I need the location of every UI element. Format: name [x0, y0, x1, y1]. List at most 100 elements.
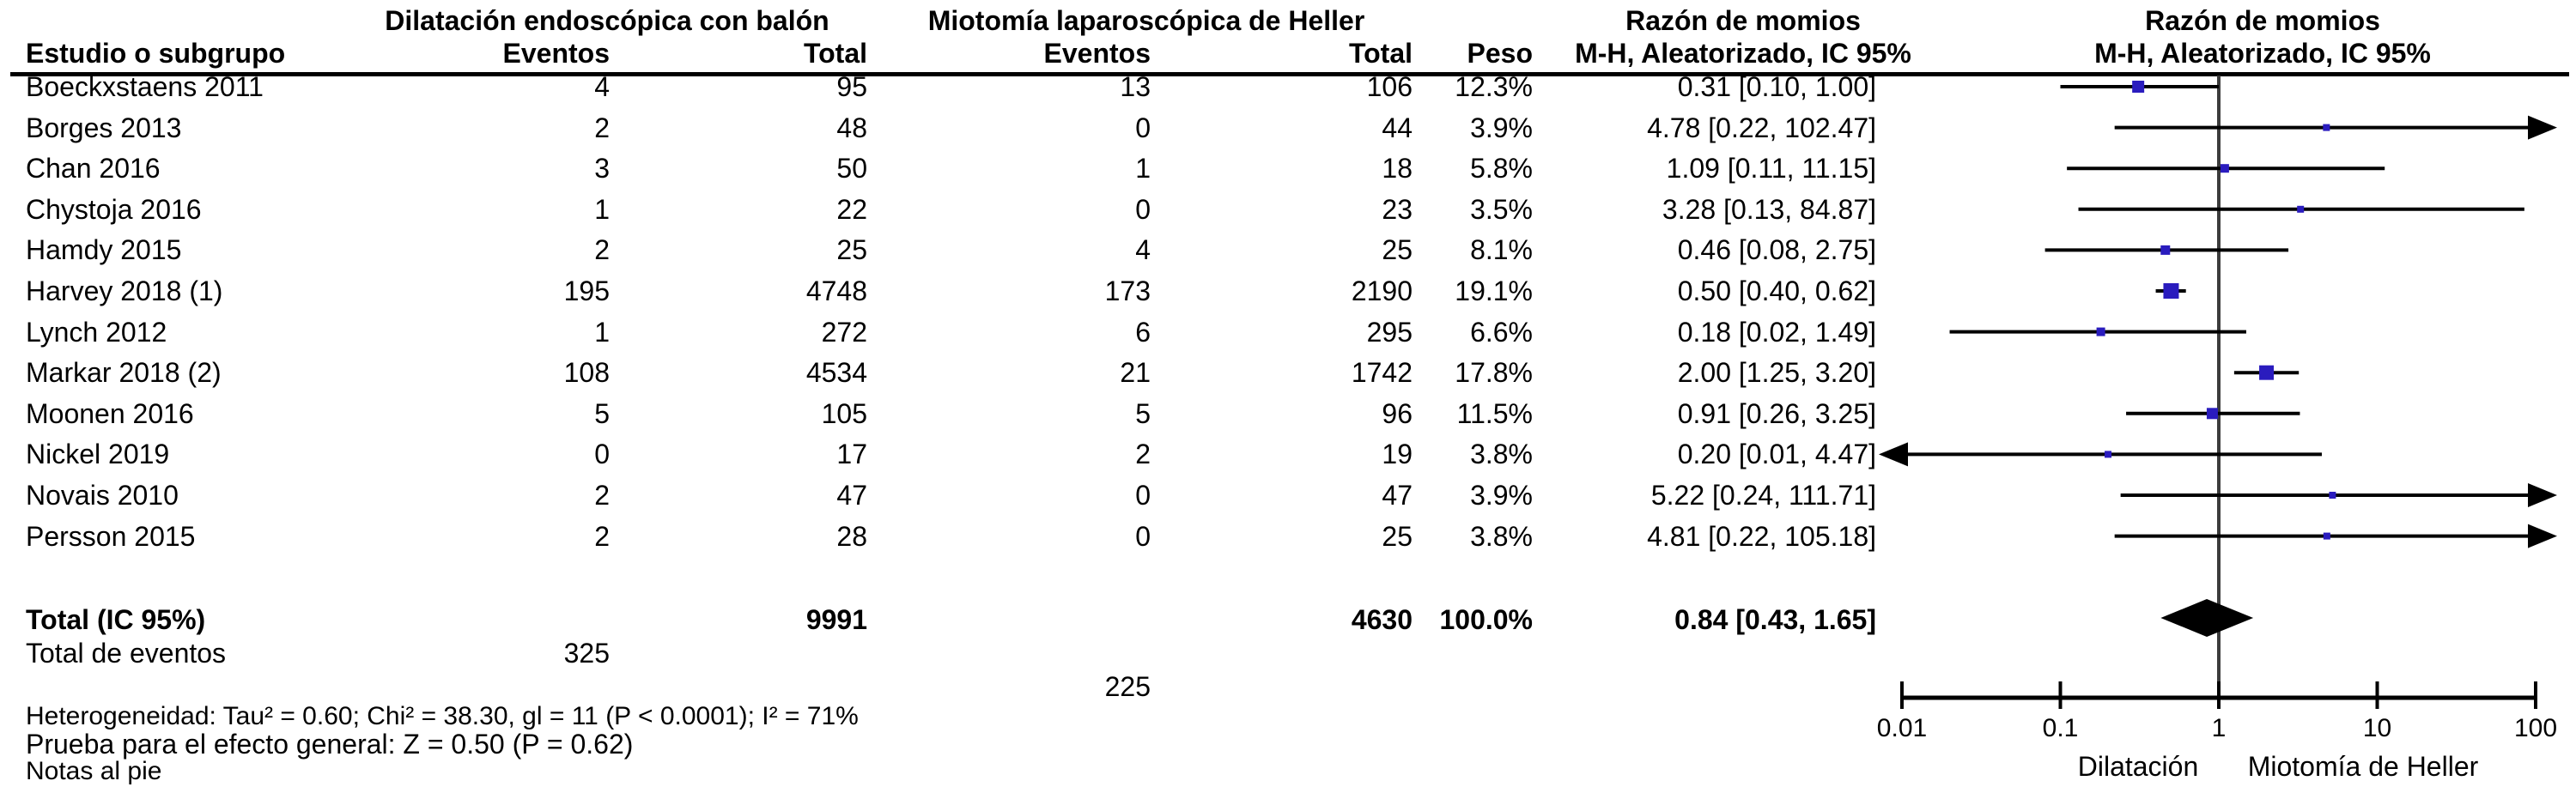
total2-cell: 23 — [1382, 193, 1413, 225]
or-cell: 0.46 [0.08, 2.75] — [1677, 234, 1876, 266]
total-heller-n: 4630 — [1351, 604, 1413, 635]
study-row: Harvey 2018 (1) 195 4748 173 2190 19.1% 0.50 [… — [0, 270, 2576, 312]
or-cell: 2.00 [1.25, 3.20] — [1677, 357, 1876, 389]
total-events-balloon: 325 — [563, 638, 610, 669]
events1-cell: 1 — [594, 316, 610, 348]
events2-cell: 173 — [1104, 275, 1151, 306]
balloon-total-column-header: Total — [803, 38, 867, 69]
events2-cell: 5 — [1135, 397, 1151, 429]
total1-cell: 17 — [836, 439, 867, 470]
total1-cell: 47 — [836, 480, 867, 511]
x-axis-tick-label: 0.01 — [1877, 714, 1927, 742]
events1-cell: 2 — [594, 520, 610, 552]
effect-square — [2259, 365, 2275, 380]
name-cell: Moonen 2016 — [26, 397, 194, 429]
weight-cell: 12.3% — [1455, 71, 1533, 102]
weight-cell: 3.8% — [1470, 439, 1533, 470]
name-cell: Novais 2010 — [26, 480, 179, 511]
total2-cell: 25 — [1382, 520, 1413, 552]
study-row: Boeckxstaens 2011 4 95 13 106 12.3% 0.31 [0.10… — [0, 66, 2576, 107]
or-text-column-header-line1: Razón de momios — [1625, 5, 1861, 36]
weight-cell: 6.6% — [1470, 316, 1533, 348]
study-row: Borges 2013 2 48 0 44 3.9% 4.78 [0.22, 102.47] — [0, 107, 2576, 148]
weight-cell: 19.1% — [1455, 275, 1533, 306]
study-row: Novais 2010 2 47 0 47 3.9% 5.22 [0.24, 111.71] — [0, 475, 2576, 516]
effect-square — [2132, 81, 2145, 93]
footnotes-label: Notas al pie — [26, 757, 162, 785]
total2-cell: 2190 — [1351, 275, 1413, 306]
or-cell: 3.28 [0.13, 84.87] — [1662, 193, 1876, 225]
events2-cell: 0 — [1135, 112, 1151, 143]
study-column-header: Estudio o subgrupo — [26, 38, 286, 69]
summary-diamond — [2160, 599, 2254, 637]
or-cell: 0.20 [0.01, 4.47] — [1677, 439, 1876, 470]
events1-cell: 0 — [594, 439, 610, 470]
weight-cell: 8.1% — [1470, 234, 1533, 266]
heller-total-column-header: Total — [1348, 38, 1413, 69]
total-events-label: Total de eventos — [26, 638, 227, 669]
study-row: Chystoja 2016 1 22 0 23 3.5% 3.28 [0.13, 84.87… — [0, 189, 2576, 230]
events1-cell: 195 — [563, 275, 610, 306]
total1-cell: 50 — [836, 153, 867, 185]
events2-cell: 1 — [1135, 153, 1151, 185]
x-axis-tick-label: 0.1 — [2043, 714, 2079, 742]
effect-square — [2160, 245, 2171, 255]
weight-cell: 3.9% — [1470, 480, 1533, 511]
or-cell: 0.31 [0.10, 1.00] — [1677, 71, 1876, 102]
total-events-heller-row: 225 — [0, 666, 2576, 707]
header-divider — [10, 72, 2569, 76]
weight-cell: 3.9% — [1470, 112, 1533, 143]
column-group-header-heller: Miotomía laparoscópica de Heller — [927, 5, 1365, 36]
name-cell: Markar 2018 (2) — [26, 357, 222, 389]
total1-cell: 272 — [821, 316, 867, 348]
effect-square — [2297, 205, 2305, 213]
total1-cell: 25 — [836, 234, 867, 266]
x-axis-tick-label: 1 — [2212, 714, 2227, 742]
events2-cell: 6 — [1135, 316, 1151, 348]
events1-cell: 108 — [563, 357, 610, 389]
or-cell: 4.81 [0.22, 105.18] — [1647, 520, 1876, 552]
effect-square — [2096, 327, 2105, 336]
name-cell: Harvey 2018 (1) — [26, 275, 223, 306]
effect-square — [2105, 451, 2112, 458]
events2-cell: 13 — [1120, 71, 1151, 102]
heterogeneity-note: Heterogeneidad: Tau² = 0.60; Chi² = 38.3… — [26, 702, 859, 730]
total-events-row: Total de eventos 325 — [0, 633, 2576, 674]
events2-cell: 4 — [1135, 234, 1151, 266]
or-cell: 0.50 [0.40, 0.62] — [1677, 275, 1876, 306]
total1-cell: 22 — [836, 193, 867, 225]
total2-cell: 18 — [1382, 153, 1413, 185]
name-cell: Boeckxstaens 2011 — [26, 71, 264, 102]
events2-cell: 21 — [1120, 357, 1151, 389]
study-row: Nickel 2019 0 17 2 19 3.8% 0.20 [0.01, 4.47] — [0, 433, 2576, 475]
or-cell: 4.78 [0.22, 102.47] — [1647, 112, 1876, 143]
total-balloon-n: 9991 — [805, 604, 867, 635]
ci-arrow-right — [2528, 115, 2557, 140]
events2-cell: 0 — [1135, 520, 1151, 552]
events2-cell: 2 — [1135, 439, 1151, 470]
or-cell: 5.22 [0.24, 111.71] — [1650, 480, 1876, 511]
study-row: Hamdy 2015 2 25 4 25 8.1% 0.46 [0.08, 2.75] — [0, 229, 2576, 270]
name-cell: Chystoja 2016 — [26, 193, 202, 225]
study-row: Moonen 2016 5 105 5 96 11.5% 0.91 [0.26, 3.25] — [0, 393, 2576, 434]
or-plot-column-header-line1: Razón de momios — [2145, 5, 2380, 36]
heller-events-column-header: Eventos — [1043, 38, 1151, 69]
or-cell: 1.09 [0.11, 11.15] — [1666, 153, 1876, 185]
total2-cell: 295 — [1366, 316, 1413, 348]
weight-cell: 5.8% — [1470, 153, 1533, 185]
total1-cell: 28 — [836, 520, 867, 552]
events2-cell: 0 — [1135, 193, 1151, 225]
name-cell: Lynch 2012 — [26, 316, 167, 348]
x-axis-tick-label: 100 — [2514, 714, 2557, 742]
name-cell: Chan 2016 — [26, 153, 161, 185]
name-cell: Nickel 2019 — [26, 439, 170, 470]
column-group-header-balloon: Dilatación endoscópica con balón — [385, 5, 829, 36]
effect-square — [2206, 408, 2218, 420]
x-axis-tick-label: 10 — [2363, 714, 2391, 742]
total1-cell: 95 — [836, 71, 867, 102]
total2-cell: 47 — [1382, 480, 1413, 511]
x-axis-right-label: Miotomía de Heller — [2247, 751, 2479, 782]
study-row: Markar 2018 (2) 108 4534 21 1742 17.8% 2.00 [1… — [0, 352, 2576, 393]
effect-square — [2163, 283, 2179, 299]
